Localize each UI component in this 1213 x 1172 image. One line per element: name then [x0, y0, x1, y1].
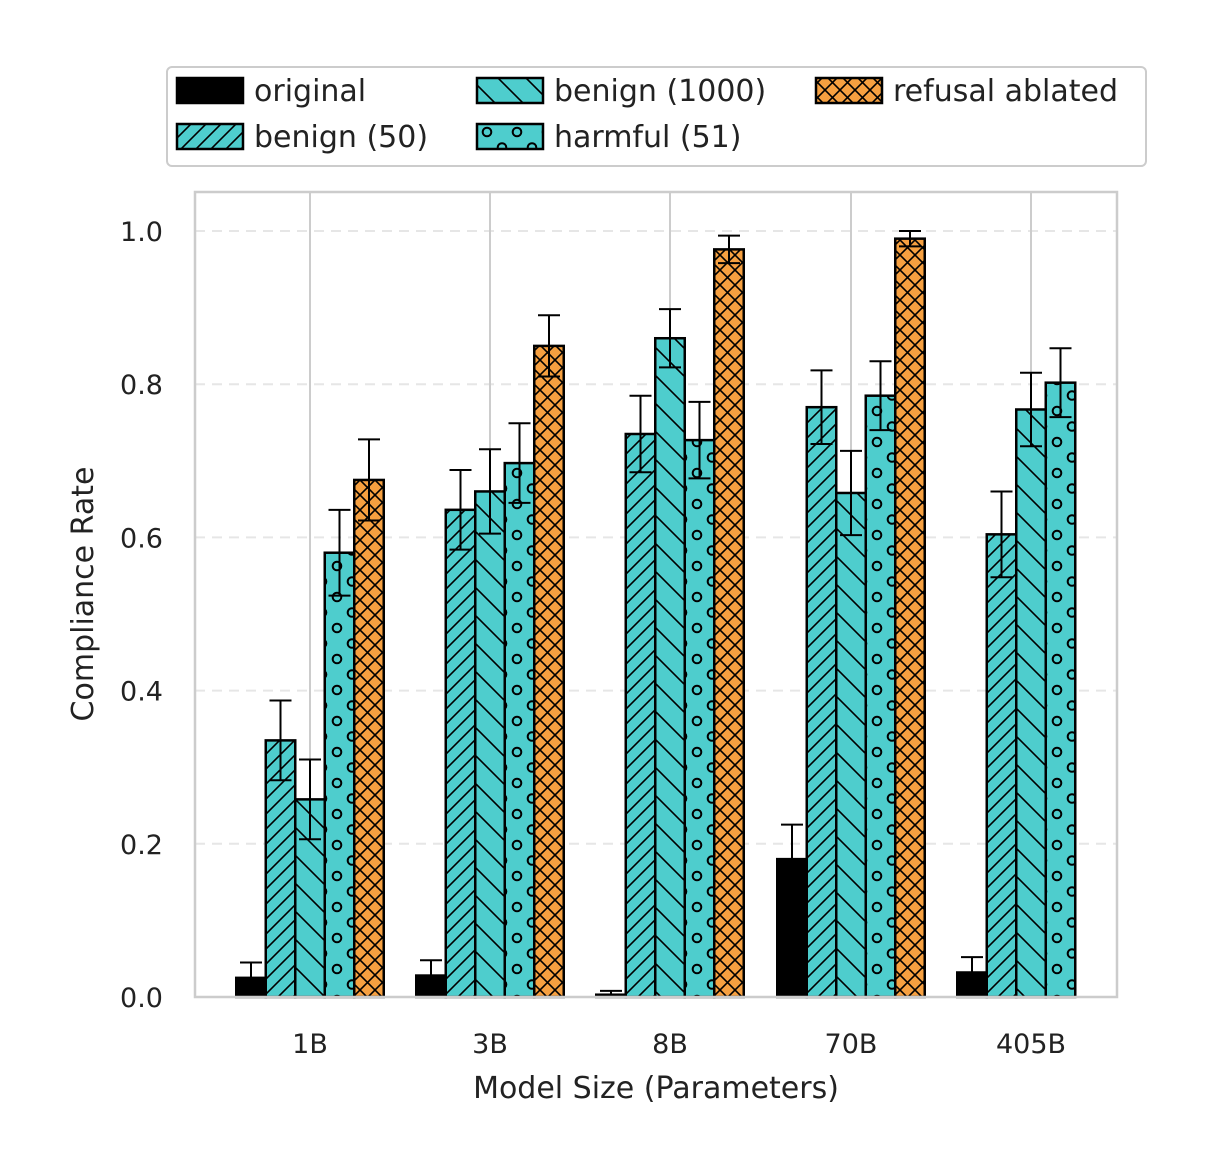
error-bar [810, 369, 833, 445]
bar-benign-50--70b [805, 405, 838, 999]
bar-harmful-51--8b [683, 438, 716, 999]
bar-hatch [1045, 382, 1076, 998]
bar-benign-1000--405b [1015, 408, 1047, 999]
legend-swatch-hatch [816, 78, 882, 103]
bar-refusal-ablated-1b [353, 478, 385, 999]
y-tick-label: 0.6 [120, 523, 163, 554]
error-bar [659, 308, 681, 369]
bar-harmful-51--70b [864, 394, 897, 999]
y-tick-label: 0.4 [120, 677, 163, 708]
plot-frame [193, 190, 1119, 999]
y-tick-label: 0.2 [120, 830, 163, 861]
y-tick-label: 0.8 [120, 370, 163, 401]
x-tick-labels: 1B 3B 8B 70B 405B [292, 1029, 1066, 1060]
x-tick-label: 70B [825, 1029, 878, 1060]
legend-swatch-hatch [477, 78, 543, 103]
error-bar [449, 468, 472, 551]
bar-benign-1000--8b [654, 336, 686, 999]
legend: original benign (50) benign (1000) harmful … [166, 66, 1147, 167]
error-bar [420, 959, 442, 992]
error-bar [840, 449, 862, 537]
error-bar [1020, 371, 1042, 448]
bar-hatch [475, 491, 505, 997]
y-tick-labels: 0.0 0.2 0.4 0.6 0.8 1.0 [120, 217, 163, 1014]
error-bar [961, 956, 983, 989]
error-bar [869, 360, 892, 432]
y-tick-label: 1.0 [120, 217, 163, 248]
error-bar [899, 230, 921, 248]
error-bar [538, 314, 560, 378]
legend-item-refusal-ablated: refusal ablated [814, 74, 1118, 109]
legend-item-benign-50-: benign (50) [175, 120, 428, 155]
bar-benign-50--8b [624, 432, 657, 999]
legend-label: benign (1000) [554, 74, 766, 109]
legend-swatch-outline [175, 76, 245, 105]
bar-hatch [655, 338, 685, 997]
bar-hatch [1016, 409, 1046, 997]
legend-swatch-outline [175, 122, 245, 151]
legend-label: benign (50) [254, 120, 428, 155]
bar-hatch [445, 509, 476, 997]
x-axis-title: Model Size (Parameters) [473, 1071, 839, 1106]
x-tick-label: 3B [472, 1029, 508, 1060]
error-bar [508, 422, 531, 504]
legend-item-original: original [175, 74, 366, 109]
bar-hatch [534, 345, 564, 997]
error-bar [990, 490, 1013, 579]
bar-hatch [684, 440, 715, 997]
bar-refusal-ablated-3b [533, 344, 565, 999]
y-tick-label: 0.0 [120, 983, 163, 1014]
error-bar [358, 438, 380, 522]
error-bar [718, 234, 740, 265]
bar-hatch [354, 479, 384, 997]
bar-harmful-51--1b [323, 551, 356, 999]
legend-swatch-outline [814, 76, 884, 105]
bar-hatch [895, 238, 925, 997]
bar-hatch [714, 249, 744, 997]
bar-benign-1000--70b [835, 491, 867, 999]
error-bar [629, 394, 652, 474]
bar-hatch [324, 552, 355, 997]
legend-swatch-outline [475, 122, 545, 151]
error-bar [299, 758, 321, 841]
y-axis-title: Compliance Rate [66, 467, 101, 722]
x-tick-label: 405B [996, 1029, 1066, 1060]
bar-hatch [625, 433, 656, 997]
error-bar [1049, 347, 1072, 419]
bar-hatch [806, 407, 837, 997]
bar-benign-50--1b [264, 739, 297, 999]
bar-hatch [865, 395, 896, 997]
error-bar [781, 823, 803, 895]
bar-hatch [986, 534, 1017, 997]
legend-label: refusal ablated [893, 74, 1118, 109]
error-bar [240, 961, 262, 995]
bar-benign-1000--3b [474, 490, 506, 999]
legend-box [166, 66, 1147, 167]
bar-benign-50--405b [985, 533, 1018, 999]
legend-swatch-hatch [477, 124, 543, 149]
bar-hatch [265, 740, 296, 997]
legend-item-benign-1000-: benign (1000) [475, 74, 766, 109]
error-bar [328, 508, 351, 597]
legend-swatch-outline [475, 76, 545, 105]
x-tick-label: 8B [652, 1029, 688, 1060]
bar-hatch [836, 492, 866, 997]
bar-refusal-ablated-70b [894, 237, 926, 999]
bar-harmful-51--3b [503, 461, 536, 999]
x-tick-label: 1B [292, 1029, 328, 1060]
legend-label: harmful (51) [554, 120, 741, 155]
error-bar [479, 448, 501, 535]
legend-swatch [177, 78, 243, 103]
legend-swatch-hatch [177, 124, 243, 149]
bar-hatch [504, 463, 535, 997]
legend-item-harmful-51-: harmful (51) [475, 120, 741, 155]
bar-refusal-ablated-8b [713, 248, 745, 999]
error-bar [269, 699, 292, 782]
bar-benign-50--3b [444, 508, 477, 999]
legend-label: original [254, 74, 366, 109]
error-bar [688, 400, 711, 480]
bars [235, 237, 1077, 999]
bar-harmful-51--405b [1044, 381, 1077, 999]
